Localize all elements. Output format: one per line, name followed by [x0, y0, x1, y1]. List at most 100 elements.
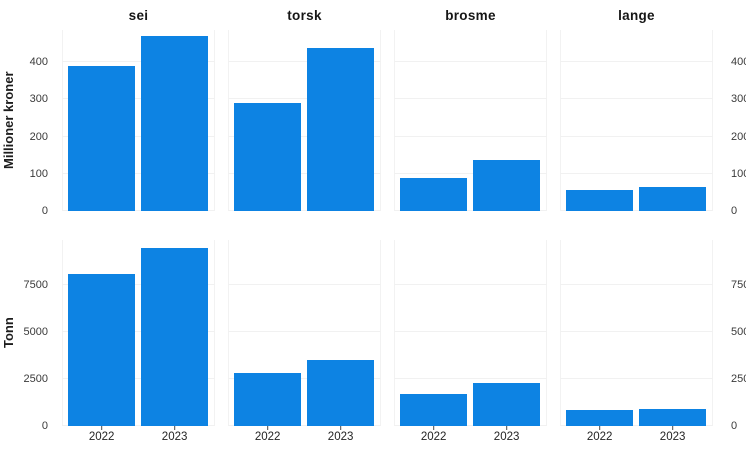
facet-title-brosme: brosme [445, 7, 496, 23]
bar-lange-2023[interactable] [639, 187, 707, 211]
x-tick-mark [267, 426, 269, 430]
bar-sei-2023[interactable] [141, 35, 209, 211]
bar-lange-2023[interactable] [639, 409, 707, 426]
panel-lange-kroner [560, 30, 713, 211]
bar-lange-2022[interactable] [566, 410, 634, 426]
gridline [560, 377, 713, 379]
plot-row-millioner-kroner: Millioner kroner 0 100 200 300 400 0 100 200 30… [0, 30, 746, 217]
y-tick-label-right: 5000 [731, 325, 746, 338]
y-tick-label-right: 100 [731, 167, 746, 180]
gridline [560, 135, 713, 137]
x-axis-row: 2022 2023 2022 2023 2022 2023 2022 2023 [0, 426, 746, 455]
gridline [560, 330, 713, 332]
y-axis-right: 0 2500 5000 7500 [726, 240, 746, 432]
x-tick-mark [101, 426, 103, 430]
bar-torsk-2022[interactable] [234, 103, 302, 211]
x-tick-group: 2023 [659, 426, 686, 443]
y-tick-label-right: 200 [731, 130, 746, 143]
panel-brosme-tonn [394, 240, 547, 426]
y-axis-left: Tonn 0 2500 5000 7500 [0, 240, 49, 432]
gridline [228, 98, 381, 100]
row-gap [0, 211, 746, 240]
x-axis-torsk: 2022 2023 [228, 426, 381, 455]
x-axis-sei: 2022 2023 [62, 426, 215, 455]
gridline [228, 425, 381, 426]
gridline [560, 210, 713, 211]
bar-sei-2023[interactable] [141, 248, 209, 426]
bar-lange-2022[interactable] [566, 190, 634, 211]
gridline [560, 98, 713, 100]
bar-torsk-2022[interactable] [234, 372, 302, 426]
y-tick-label-right: 2500 [731, 372, 746, 385]
gridline [228, 210, 381, 211]
y-axis-label: Millioner kroner [1, 71, 16, 170]
x-tick-mark [599, 426, 601, 430]
plot-row-tonn: Tonn 0 2500 5000 7500 0 2500 5000 7500 [0, 240, 746, 432]
gridline [394, 210, 547, 211]
x-tick-group: 2022 [586, 426, 613, 443]
gridline [228, 330, 381, 332]
panel-sei-kroner [62, 30, 215, 211]
panel-torsk-kroner [228, 30, 381, 211]
bar-brosme-2023[interactable] [473, 383, 541, 426]
y-tick-label-left: 400 [29, 56, 48, 69]
panel-torsk-tonn [228, 240, 381, 426]
panel-sei-tonn [62, 240, 215, 426]
x-tick-group: 2023 [327, 426, 354, 443]
bar-brosme-2022[interactable] [400, 394, 468, 426]
gridline [62, 377, 215, 379]
gridline [560, 283, 713, 285]
facet-title-row: sei torsk brosme lange [0, 0, 746, 30]
bar-sei-2022[interactable] [68, 274, 136, 426]
x-axis-lange: 2022 2023 [560, 426, 713, 455]
bar-sei-2022[interactable] [68, 65, 136, 211]
gridline [394, 98, 547, 100]
gridline [394, 425, 547, 426]
gridline [394, 172, 547, 174]
bar-torsk-2023[interactable] [307, 360, 375, 426]
y-tick-label-right: 0 [731, 420, 738, 432]
bar-brosme-2022[interactable] [400, 177, 468, 211]
x-tick-label: 2022 [254, 431, 281, 443]
gridline [62, 425, 215, 426]
y-tick-label-left: 5000 [23, 325, 48, 338]
y-axis-right: 0 100 200 300 400 [726, 30, 746, 217]
gridline [62, 283, 215, 285]
gridline [228, 135, 381, 137]
gridline [62, 330, 215, 332]
bar-torsk-2023[interactable] [307, 48, 375, 211]
x-tick-group: 2023 [493, 426, 520, 443]
x-tick-label: 2023 [659, 431, 686, 443]
x-tick-label: 2023 [493, 431, 520, 443]
gridline [62, 61, 215, 63]
gridline [394, 330, 547, 332]
gridline [560, 172, 713, 174]
gridline [394, 135, 547, 137]
x-tick-label: 2022 [88, 431, 115, 443]
y-tick-label-left: 7500 [23, 278, 48, 291]
facet-title-torsk: torsk [287, 7, 322, 23]
gridline [228, 377, 381, 379]
y-axis-left: Millioner kroner 0 100 200 300 400 [0, 30, 49, 217]
gridline [62, 172, 215, 174]
x-tick-label: 2023 [327, 431, 354, 443]
y-tick-label-left: 0 [41, 205, 48, 217]
gridline [62, 210, 215, 211]
facet-title-sei: sei [128, 7, 149, 23]
y-tick-label-right: 300 [731, 93, 746, 106]
gridline [62, 98, 215, 100]
x-tick-mark [340, 426, 342, 430]
y-tick-label-right: 7500 [731, 278, 746, 291]
x-tick-label: 2022 [420, 431, 447, 443]
y-tick-label-left: 100 [29, 167, 48, 180]
x-tick-mark [672, 426, 674, 430]
x-tick-group: 2022 [88, 426, 115, 443]
x-tick-label: 2022 [586, 431, 613, 443]
y-tick-label-right: 400 [731, 56, 746, 69]
x-tick-group: 2022 [254, 426, 281, 443]
gridline [394, 283, 547, 285]
gridline [228, 283, 381, 285]
bar-brosme-2023[interactable] [473, 159, 541, 211]
panel-lange-tonn [560, 240, 713, 426]
gridline [560, 425, 713, 426]
